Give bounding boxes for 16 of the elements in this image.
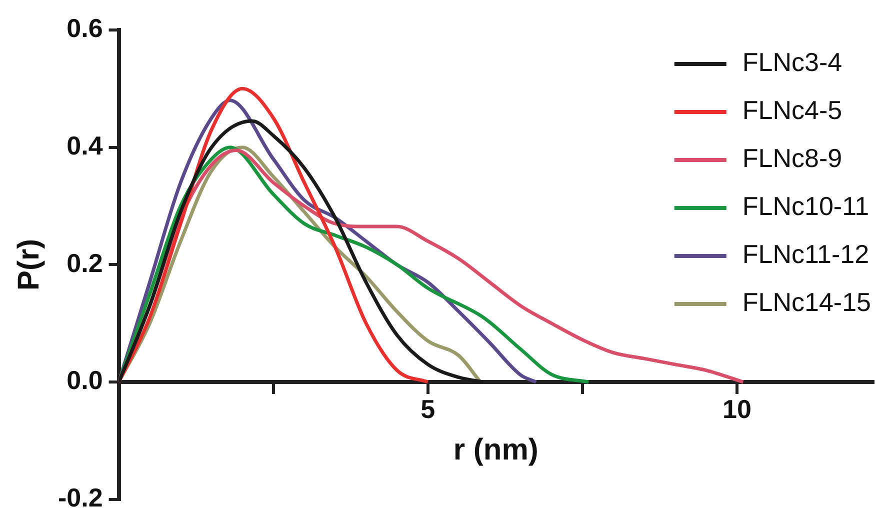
line-series: [118, 86, 430, 384]
legend-label: FLNc14-15: [742, 287, 872, 318]
y-axis-title: P(r): [12, 238, 46, 291]
legend-label: FLNc4-5: [742, 95, 842, 126]
y-tick-label: 0.6: [66, 13, 103, 44]
x-axis-title: r (nm): [453, 434, 538, 467]
x-tick-label: 5: [420, 394, 436, 424]
y-tick-label: 0.0: [66, 365, 103, 396]
y-tick-label: 0.2: [66, 248, 103, 278]
legend-label: FLNc10-11: [742, 191, 870, 222]
legend-label: FLNc11-12: [742, 239, 870, 270]
x-tick-label: 10: [722, 394, 752, 424]
y-tick-label: -0.2: [58, 482, 103, 513]
legend-label: FLNc8-9: [742, 143, 842, 174]
legend-label: FLNc3-4: [742, 47, 842, 78]
y-tick-label: 0.4: [66, 130, 104, 161]
